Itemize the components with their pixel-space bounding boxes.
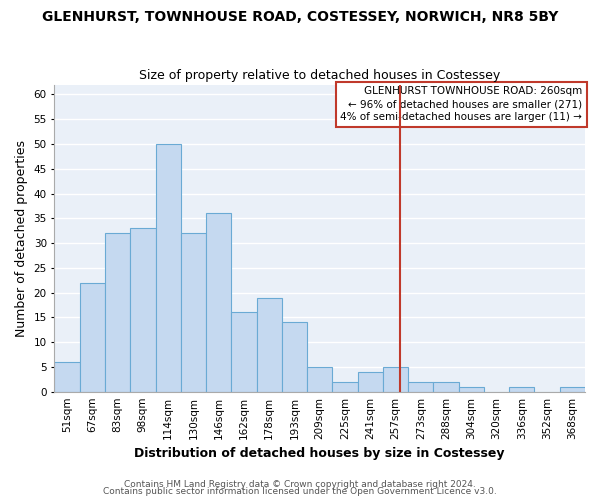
Bar xyxy=(282,322,307,392)
Bar xyxy=(257,298,282,392)
Bar xyxy=(307,367,332,392)
Bar xyxy=(55,362,80,392)
Y-axis label: Number of detached properties: Number of detached properties xyxy=(15,140,28,336)
Bar xyxy=(206,214,231,392)
Title: Size of property relative to detached houses in Costessey: Size of property relative to detached ho… xyxy=(139,69,500,82)
Bar xyxy=(155,144,181,392)
Text: GLENHURST, TOWNHOUSE ROAD, COSTESSEY, NORWICH, NR8 5BY: GLENHURST, TOWNHOUSE ROAD, COSTESSEY, NO… xyxy=(42,10,558,24)
Bar xyxy=(80,282,105,392)
Bar xyxy=(408,382,433,392)
Bar xyxy=(383,367,408,392)
Bar xyxy=(358,372,383,392)
Text: Contains HM Land Registry data © Crown copyright and database right 2024.: Contains HM Land Registry data © Crown c… xyxy=(124,480,476,489)
Bar xyxy=(105,233,130,392)
Bar xyxy=(458,386,484,392)
Text: GLENHURST TOWNHOUSE ROAD: 260sqm
← 96% of detached houses are smaller (271)
4% o: GLENHURST TOWNHOUSE ROAD: 260sqm ← 96% o… xyxy=(340,86,583,122)
Bar xyxy=(560,386,585,392)
Bar xyxy=(231,312,257,392)
Bar xyxy=(509,386,535,392)
Text: Contains public sector information licensed under the Open Government Licence v3: Contains public sector information licen… xyxy=(103,487,497,496)
Bar xyxy=(332,382,358,392)
X-axis label: Distribution of detached houses by size in Costessey: Distribution of detached houses by size … xyxy=(134,447,505,460)
Bar xyxy=(130,228,155,392)
Bar xyxy=(181,233,206,392)
Bar xyxy=(433,382,458,392)
